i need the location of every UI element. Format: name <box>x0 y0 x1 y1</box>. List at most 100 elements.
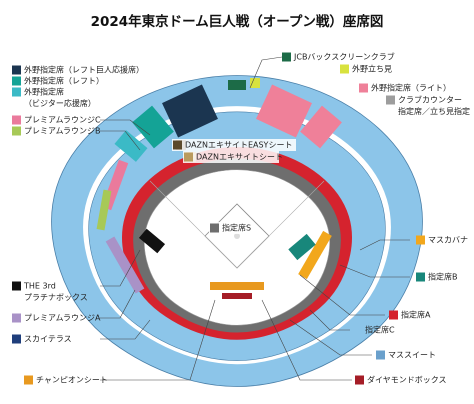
block-backscreen <box>228 80 246 90</box>
leader-line <box>359 239 410 251</box>
leader-line <box>261 299 352 381</box>
mound <box>234 233 240 239</box>
legend-item: スカイテラス <box>12 334 72 344</box>
block-lounge-a <box>105 236 145 294</box>
legend-item: チャンピオンシート <box>24 375 108 385</box>
legend-label: ダイヤモンドボックス <box>367 375 447 385</box>
legend-label: プラチナボックス <box>24 293 88 302</box>
legend-swatch <box>12 334 21 344</box>
block-left-cheer <box>162 84 218 138</box>
block-cabana <box>298 230 332 280</box>
legend-item: DAZNエキサイトEASYシート <box>172 139 296 151</box>
legend-label: （ビジター応援席） <box>24 98 96 108</box>
legend-item: 指定席S <box>209 222 251 234</box>
legend-label: 指定席B <box>428 272 458 282</box>
legend-label: 指定席／立ち見指定 <box>398 106 470 116</box>
block-left <box>132 105 174 149</box>
block-b <box>288 233 316 261</box>
legend-label: プレミアムラウンジB <box>24 127 101 136</box>
leader-line <box>249 56 283 89</box>
block-champion <box>210 282 264 290</box>
legend-label: スカイテラス <box>24 335 72 344</box>
legend-label: 外野指定席（ライト） <box>371 83 451 93</box>
legend-item: ダイヤモンドボックス <box>355 375 447 385</box>
legend-label: 外野指定席（レフト巨人応援席） <box>24 65 144 75</box>
legend-item: 指定席A <box>389 310 431 320</box>
legend-swatch <box>210 223 219 233</box>
field <box>144 169 330 326</box>
leader-line <box>100 249 141 287</box>
legend-swatch <box>355 375 364 385</box>
legend-swatch <box>282 52 291 62</box>
leader-line <box>100 319 151 340</box>
legend-swatch <box>12 115 21 125</box>
legend-item: THE 3rd プラチナボックス <box>12 281 88 302</box>
legend-item: JCBバックスクリーンクラブ <box>282 52 395 62</box>
leader-lines <box>100 56 410 381</box>
legend-swatch <box>416 272 425 282</box>
legend-label: 指定席A <box>401 310 431 320</box>
block-diamond <box>222 293 252 299</box>
legend-label: 外野指定席 <box>24 87 64 97</box>
leader-line <box>289 319 372 356</box>
legend-swatch <box>416 235 425 245</box>
legend-swatch <box>24 375 33 385</box>
legend-item: プレミアムラウンジA <box>12 313 101 323</box>
block-right-2 <box>300 105 342 149</box>
foul-lines <box>149 180 325 269</box>
legend-label: THE 3rd <box>23 282 56 291</box>
legend-item: プレミアムラウンジC <box>12 115 101 125</box>
label-bg <box>172 139 296 151</box>
legend-item: DAZNエキサイトシート <box>183 151 283 163</box>
block-the3rd <box>138 228 166 254</box>
leader-line <box>100 119 151 136</box>
legend-item: マススイート <box>376 350 436 360</box>
legend-label: 外野立ち見 <box>352 64 392 74</box>
legend-label: DAZNエキサイトシート <box>196 153 283 162</box>
legend-swatch <box>12 87 21 97</box>
legend: 外野指定席（レフト巨人応援席）外野指定席（レフト）外野指定席（ビジター応援席） プ… <box>12 52 470 385</box>
legend-swatch <box>353 325 362 335</box>
legend-swatch <box>12 126 21 136</box>
legend-swatch <box>389 310 398 320</box>
legend-label: プレミアムラウンジA <box>24 314 101 323</box>
legend-label: クラブカウンター <box>398 95 462 105</box>
legend-swatch <box>386 95 395 105</box>
legend-label: 指定席C <box>365 325 395 335</box>
leader-line <box>100 289 136 319</box>
legend-item: 外野指定席（レフト巨人応援席） <box>12 65 144 75</box>
legend-swatch <box>376 350 385 360</box>
leader-line <box>299 274 385 316</box>
legend-swatch <box>12 76 21 86</box>
legend-label: プレミアムラウンジC <box>24 116 101 125</box>
legend-swatch <box>12 65 21 75</box>
legend-swatch <box>173 140 182 150</box>
legend-swatch <box>12 281 21 291</box>
label-bg <box>183 151 279 163</box>
leader-line <box>339 264 410 278</box>
leader-line <box>100 130 141 151</box>
title: 2024年東京ドーム巨人戦（オープン戦）座席図 <box>91 13 384 30</box>
legend-label: 指定席S <box>222 223 251 233</box>
legend-item: 外野指定席（ライト） <box>359 83 451 93</box>
legend-label: チャンピオンシート <box>36 376 108 385</box>
block-right <box>256 84 312 138</box>
block-lounge-b <box>96 189 112 231</box>
legend-swatch <box>340 64 349 74</box>
block-standing <box>250 78 260 88</box>
block-visitor <box>114 130 148 162</box>
legend-swatch <box>359 83 368 93</box>
legend-item: 外野指定席（レフト） <box>12 76 104 86</box>
leader-line <box>309 309 350 331</box>
legend-item: プレミアムラウンジB <box>12 126 101 136</box>
legend-item: マスカバナ <box>416 235 468 245</box>
legend-label: DAZNエキサイトEASYシート <box>185 141 292 150</box>
stadium <box>51 75 423 387</box>
legend-swatch <box>12 313 21 323</box>
legend-label: JCBバックスクリーンクラブ <box>293 52 395 62</box>
legend-swatch <box>184 152 193 162</box>
legend-label: マススイート <box>388 351 436 360</box>
legend-label: 外野指定席（レフト） <box>24 76 104 86</box>
